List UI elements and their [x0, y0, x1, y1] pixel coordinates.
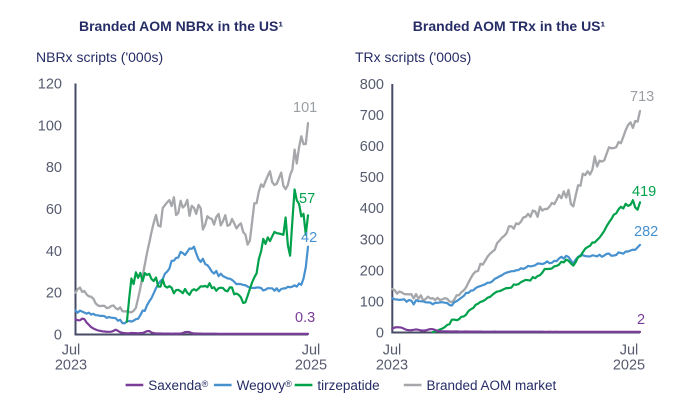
svg-text:NBRx scripts ('000s): NBRx scripts ('000s): [36, 49, 163, 65]
svg-text:57: 57: [299, 191, 315, 207]
svg-text:282: 282: [634, 224, 658, 240]
svg-text:Jul: Jul: [302, 343, 321, 359]
svg-text:Branded AOM TRx in the US¹: Branded AOM TRx in the US¹: [413, 18, 606, 34]
svg-text:0.3: 0.3: [295, 310, 315, 326]
svg-text:0: 0: [376, 326, 384, 342]
svg-text:700: 700: [360, 108, 384, 124]
svg-text:Branded AOM market: Branded AOM market: [427, 378, 557, 393]
svg-text:Wegovy®: Wegovy®: [237, 378, 293, 393]
svg-text:Jul: Jul: [620, 343, 639, 359]
svg-text:120: 120: [38, 77, 62, 93]
svg-text:600: 600: [360, 139, 384, 155]
svg-text:Jul: Jul: [62, 343, 81, 359]
svg-text:42: 42: [301, 230, 317, 246]
svg-text:TRx scripts ('000s): TRx scripts ('000s): [355, 49, 471, 65]
svg-text:713: 713: [630, 89, 654, 105]
svg-text:300: 300: [360, 232, 384, 248]
svg-text:2: 2: [637, 312, 645, 328]
svg-text:Saxenda®: Saxenda®: [148, 378, 208, 393]
svg-text:100: 100: [360, 294, 384, 310]
svg-text:Jul: Jul: [383, 343, 402, 359]
svg-text:0: 0: [54, 328, 62, 344]
svg-text:20: 20: [46, 286, 62, 302]
svg-text:60: 60: [46, 202, 62, 218]
svg-text:419: 419: [632, 184, 656, 200]
svg-text:800: 800: [360, 77, 384, 93]
svg-text:101: 101: [293, 100, 317, 116]
svg-text:tirzepatide: tirzepatide: [317, 378, 379, 393]
svg-text:500: 500: [360, 170, 384, 186]
svg-text:80: 80: [46, 160, 62, 176]
svg-text:40: 40: [46, 244, 62, 260]
svg-text:Branded AOM NBRx in the US¹: Branded AOM NBRx in the US¹: [79, 18, 283, 34]
svg-text:2025: 2025: [613, 358, 645, 374]
svg-text:400: 400: [360, 201, 384, 217]
svg-text:2023: 2023: [376, 358, 408, 374]
svg-text:2025: 2025: [295, 358, 327, 374]
svg-text:2023: 2023: [55, 358, 87, 374]
svg-text:100: 100: [38, 118, 62, 134]
svg-text:200: 200: [360, 263, 384, 279]
